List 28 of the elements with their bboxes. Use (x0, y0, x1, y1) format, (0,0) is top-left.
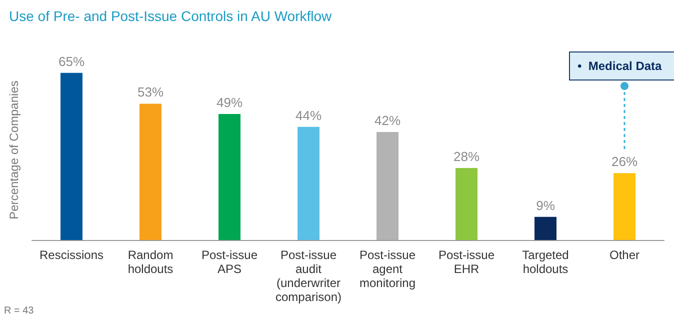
x-tick-label: Post-issue agent monitoring (359, 248, 416, 290)
x-tick-label: Targeted holdouts (522, 248, 569, 276)
text: R = 43 (4, 306, 34, 316)
data-label: 49% (216, 95, 243, 110)
bar (218, 114, 240, 240)
x-tick-label: Rescissions (39, 248, 104, 262)
bar (534, 216, 556, 240)
x-tick-label: Random holdouts (128, 248, 174, 276)
bar (60, 72, 82, 240)
x-tick-label: Post-issue APS (201, 248, 258, 276)
data-label: 26% (611, 154, 638, 170)
x-tick-label: Post-issue audit (underwriter comparison) (275, 248, 342, 304)
data-label: 65% (58, 54, 85, 69)
data-label: 44% (295, 108, 322, 123)
bar (140, 104, 162, 240)
x-tick-label: Post-issue EHR (438, 248, 495, 276)
bar (456, 168, 478, 240)
bar (614, 173, 636, 240)
bar (376, 132, 398, 240)
data-label: 53% (137, 84, 164, 100)
data-label: 42% (374, 113, 401, 128)
bar (298, 126, 320, 240)
annotation: • Medical Data (578, 59, 662, 73)
y-axis-title: Percentage of Companies (7, 80, 21, 220)
data-label: 28% (453, 149, 480, 164)
x-tick-label: Other (609, 248, 640, 262)
data-label: 9% (536, 198, 556, 213)
chart-title: Use of Pre- and Post-Issue Controls in AU Workflow (9, 8, 333, 24)
